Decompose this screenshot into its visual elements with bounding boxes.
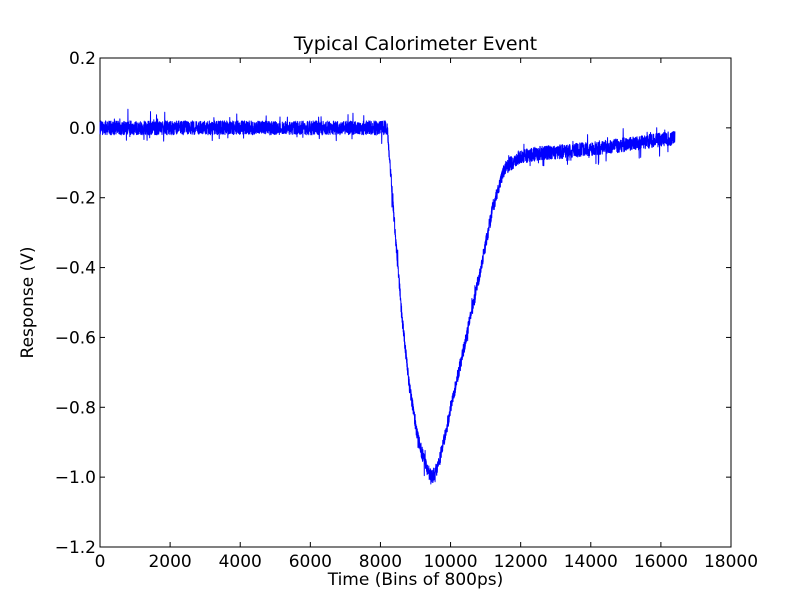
y-tick-label: −0.4 — [55, 259, 96, 279]
y-tick-label: −1.2 — [55, 538, 96, 558]
y-tick-label: −0.6 — [55, 328, 96, 348]
tick-labels: 0 2000 4000 6000 8000 10000 12000 14000 16000 180… — [55, 49, 758, 572]
x-tick-label: 10000 — [424, 552, 478, 572]
y-axis-label: Response (V) — [18, 247, 38, 359]
y-tick-label: −0.2 — [55, 189, 96, 209]
x-tick-label: 8000 — [359, 552, 402, 572]
x-tick-label: 18000 — [704, 552, 758, 572]
axis-ticks — [99, 57, 732, 548]
x-tick-label: 4000 — [219, 552, 262, 572]
x-tick-label: 2000 — [148, 552, 191, 572]
y-tick-label: −0.8 — [55, 398, 96, 418]
x-axis-label: Time (Bins of 800ps) — [327, 570, 504, 590]
chart-title: Typical Calorimeter Event — [293, 33, 537, 55]
y-tick-label: −1.0 — [55, 468, 96, 488]
y-tick-label: 0.0 — [69, 119, 96, 139]
x-tick-label: 16000 — [634, 552, 688, 572]
x-tick-label: 12000 — [494, 552, 548, 572]
axes-frame — [99, 57, 732, 548]
plot-frame — [99, 57, 732, 548]
x-tick-label: 6000 — [289, 552, 332, 572]
x-tick-label: 0 — [95, 552, 106, 572]
x-tick-label: 14000 — [564, 552, 618, 572]
waveform-trace — [99, 108, 676, 485]
signal-line — [99, 108, 676, 485]
y-tick-label: 0.2 — [69, 49, 96, 69]
